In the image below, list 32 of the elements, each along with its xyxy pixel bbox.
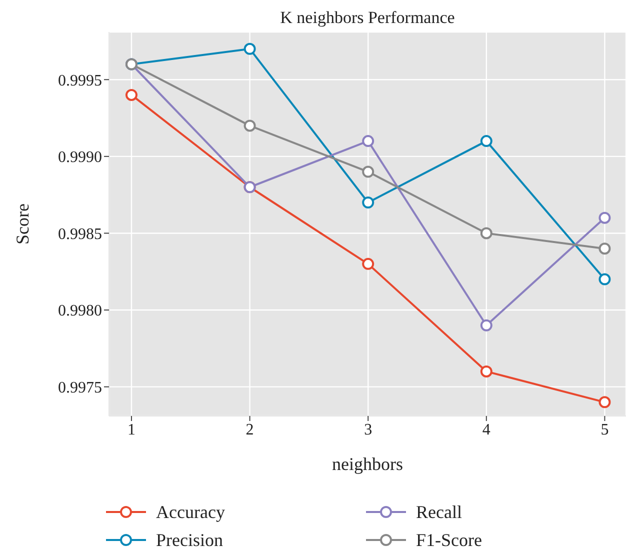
- y-axis-title: Score: [12, 204, 32, 244]
- x-tick-label: 3: [364, 421, 372, 438]
- point: [362, 166, 374, 178]
- point: [125, 88, 138, 101]
- x-tick-label: 5: [600, 421, 609, 438]
- y-tick-label: 0.9985: [58, 226, 102, 243]
- y-tick-label: 0.9990: [58, 149, 102, 166]
- point: [598, 212, 611, 224]
- chart-title: K neighbors Performance: [279, 8, 456, 28]
- y-tick-label: 0.9995: [58, 72, 102, 90]
- point: [480, 319, 492, 332]
- point: [362, 258, 374, 270]
- point: [598, 242, 611, 255]
- legend-label: Recall: [416, 502, 462, 522]
- x-tick-label: 4: [482, 421, 490, 438]
- x-axis-title: neighbors: [332, 454, 403, 474]
- point: [244, 120, 256, 132]
- y-tick-label: 0.9975: [58, 379, 102, 396]
- x-tick-label: 1: [127, 421, 136, 438]
- point: [480, 365, 492, 378]
- y-tick-label: 0.9980: [58, 302, 102, 320]
- legend-label: F1-Score: [416, 530, 482, 550]
- point: [480, 227, 492, 240]
- point: [598, 273, 611, 286]
- x-tick-label: 2: [246, 421, 254, 438]
- point: [480, 135, 492, 148]
- point: [244, 42, 256, 55]
- point: [598, 396, 611, 408]
- legend-label: Precision: [156, 530, 223, 550]
- legend-label: Accuracy: [156, 502, 225, 522]
- point: [362, 196, 374, 208]
- point: [362, 135, 374, 148]
